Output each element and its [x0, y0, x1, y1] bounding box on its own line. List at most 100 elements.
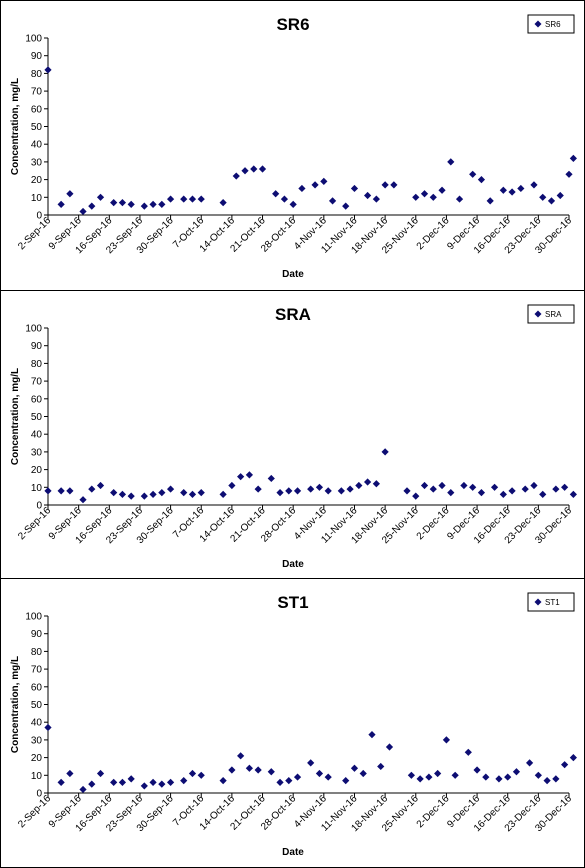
data-point [416, 775, 424, 783]
data-point [517, 184, 525, 193]
x-axis-label: Date [282, 559, 304, 570]
data-point [280, 195, 289, 203]
data-point [525, 759, 534, 767]
data-point [110, 778, 118, 786]
data-point [315, 769, 324, 778]
legend-marker [534, 20, 542, 28]
y-tick-label: 80 [31, 69, 43, 80]
data-point [377, 762, 385, 771]
y-tick-label: 60 [31, 104, 43, 115]
data-point [166, 778, 175, 786]
data-point [499, 186, 507, 194]
data-point [149, 778, 157, 786]
y-tick-label: 10 [31, 193, 43, 204]
data-point [307, 485, 315, 493]
data-point [57, 487, 65, 495]
data-point [368, 730, 376, 739]
y-tick-label: 80 [31, 647, 43, 658]
data-point [530, 181, 538, 189]
data-point [385, 743, 394, 751]
data-point [324, 487, 332, 495]
y-tick-label: 30 [31, 735, 43, 746]
data-point [328, 197, 337, 205]
legend-label: SR6 [545, 20, 561, 29]
data-point [44, 487, 52, 495]
y-tick-label: 0 [36, 789, 42, 800]
chart-panel-sr6: SR6 0 10 20 30 40 50 60 70 80 90 100 2-Sep-16 9-Sep-1… [0, 0, 585, 291]
data-point [66, 769, 74, 778]
data-point [425, 773, 433, 781]
data-point [569, 154, 577, 162]
data-point [57, 200, 65, 208]
data-point [180, 489, 188, 497]
data-point [118, 199, 127, 207]
data-point [539, 193, 547, 201]
legend-box [527, 304, 575, 324]
data-point [539, 490, 547, 498]
data-point [293, 773, 302, 781]
data-point [495, 775, 503, 783]
data-point [293, 487, 302, 495]
legend-box [527, 14, 575, 34]
data-point [561, 761, 569, 769]
data-point [149, 200, 157, 208]
data-point [237, 752, 245, 760]
chart-title: SRA [275, 305, 311, 324]
data-point [197, 195, 205, 203]
y-tick-label: 90 [31, 341, 43, 352]
data-point [228, 481, 236, 490]
y-tick-label: 70 [31, 377, 43, 388]
y-tick-label: 40 [31, 140, 43, 151]
y-tick-label: 70 [31, 665, 43, 676]
y-tick-label: 100 [25, 612, 42, 623]
data-point [412, 193, 420, 201]
y-axis-label: Concentration, mg/L [10, 656, 21, 753]
data-point [569, 754, 577, 762]
data-point [438, 186, 446, 194]
data-point [166, 195, 175, 203]
data-point [188, 195, 197, 203]
y-tick-label: 0 [36, 501, 42, 512]
data-point [364, 478, 372, 486]
data-point [569, 490, 577, 498]
data-point [565, 170, 573, 178]
data-point [110, 199, 118, 207]
data-point [447, 158, 455, 166]
data-point [158, 780, 166, 788]
data-point [96, 769, 105, 778]
data-point [57, 778, 65, 786]
data-point [66, 487, 74, 495]
y-tick-label: 100 [25, 324, 42, 335]
y-tick-label: 40 [31, 718, 43, 729]
data-point [79, 496, 87, 504]
data-point [469, 483, 477, 491]
data-point [490, 483, 499, 491]
y-tick-label: 100 [25, 34, 42, 45]
data-point [364, 191, 372, 200]
data-point [447, 489, 455, 497]
data-point [285, 777, 293, 785]
data-point [158, 489, 166, 497]
data-point [434, 769, 442, 778]
data-point [372, 480, 380, 488]
data-point [228, 766, 236, 774]
data-point [127, 775, 135, 783]
data-point [420, 481, 429, 490]
data-point [355, 481, 363, 490]
legend: ST1 [527, 592, 575, 612]
data-point [149, 490, 157, 498]
y-tick-label: 20 [31, 753, 43, 764]
data-point [530, 481, 538, 490]
y-tick-label: 50 [31, 700, 43, 711]
data-point [258, 165, 267, 173]
data-point [158, 200, 166, 208]
data-point [342, 777, 350, 785]
data-point [44, 723, 52, 732]
data-point [482, 773, 490, 781]
y-tick-label: 90 [31, 629, 43, 640]
legend-box [527, 592, 575, 612]
data-point [241, 167, 249, 175]
data-point [272, 190, 280, 198]
y-tick-label: 60 [31, 682, 43, 693]
chart-title: SR6 [276, 15, 309, 34]
